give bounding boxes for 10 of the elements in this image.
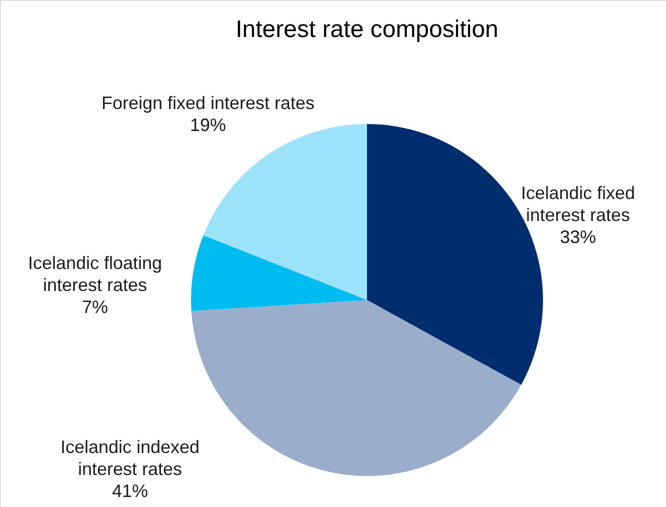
slice-label: Foreign fixed interest rates bbox=[101, 93, 315, 113]
data-label: 33% bbox=[560, 227, 596, 247]
pie-slice bbox=[191, 235, 367, 312]
data-label: 41% bbox=[112, 481, 148, 501]
data-label: 19% bbox=[190, 115, 226, 135]
slice-label: Icelandic indexed interest rates bbox=[60, 437, 200, 479]
slice-label: Icelandic floating interest rates bbox=[28, 253, 162, 295]
chart-title: Interest rate composition bbox=[236, 16, 498, 43]
slice-label: Icelandic fixed interest rates bbox=[520, 183, 636, 225]
data-label: 7% bbox=[82, 297, 108, 317]
